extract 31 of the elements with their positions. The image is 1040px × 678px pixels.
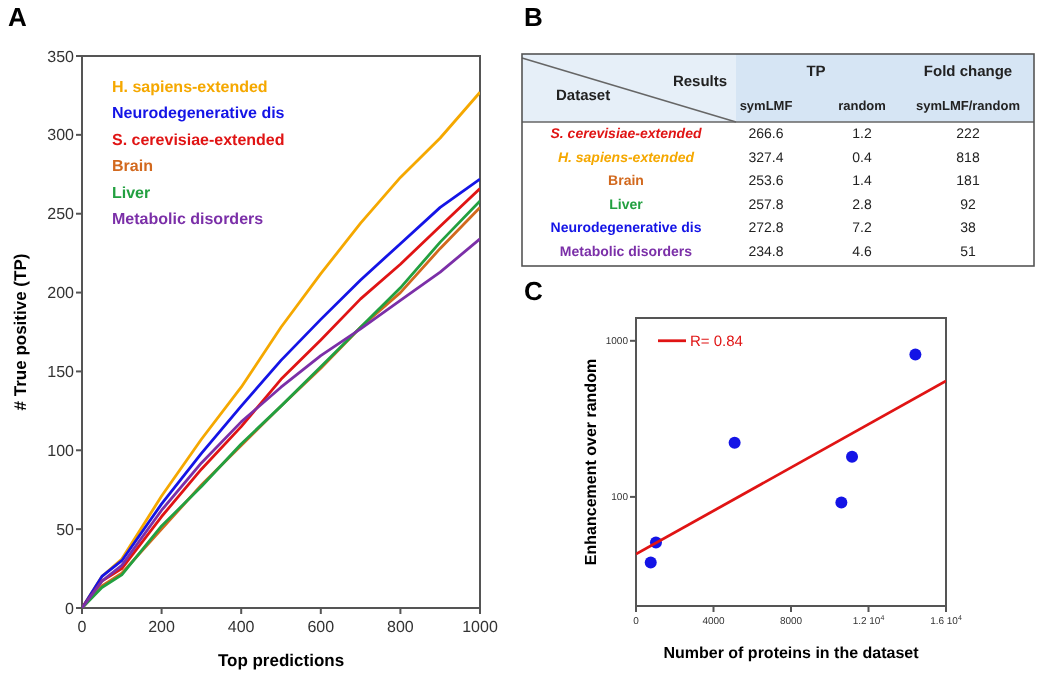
point xyxy=(644,556,657,569)
text: B xyxy=(524,2,543,32)
y-axis-title: Enhancement over random xyxy=(582,358,600,566)
y-tick-label: 50 xyxy=(56,520,76,539)
y-tick-label: 300 xyxy=(47,126,76,145)
chart-title: A xyxy=(8,2,28,32)
x-tick-label: 200 xyxy=(148,618,177,636)
text: Neurodegenerative dis xyxy=(112,104,286,123)
y-tick-label: 150 xyxy=(47,363,76,382)
point xyxy=(846,450,859,463)
x-tick-label: 0 xyxy=(77,618,88,636)
text: H. sapiens-extended xyxy=(112,78,268,96)
x-axis-title: Number of proteins in the dataset xyxy=(663,644,920,662)
point xyxy=(835,496,848,509)
x-tick-label: 1000 xyxy=(462,618,499,636)
x-tick-label: 800 xyxy=(387,618,415,636)
x-axis-title: Top predictions xyxy=(217,650,345,670)
y-axis-title: # True positive (TP) xyxy=(10,253,30,411)
y-tick-label: 350 xyxy=(47,47,76,66)
y-tick-label: 200 xyxy=(47,284,76,303)
x-tick-label: 400 xyxy=(227,618,256,636)
text: Brain xyxy=(112,157,154,176)
text: Liver xyxy=(112,183,151,202)
y-tick-label: 100 xyxy=(47,441,76,460)
y-tick-label: 250 xyxy=(47,205,76,224)
chart-title: C xyxy=(524,276,544,306)
x-tick-label: 600 xyxy=(307,618,336,636)
text: Metabolic disorders xyxy=(112,210,265,228)
point xyxy=(728,436,741,449)
point xyxy=(909,348,922,361)
text: S. cerevisiae-extended xyxy=(112,130,285,149)
